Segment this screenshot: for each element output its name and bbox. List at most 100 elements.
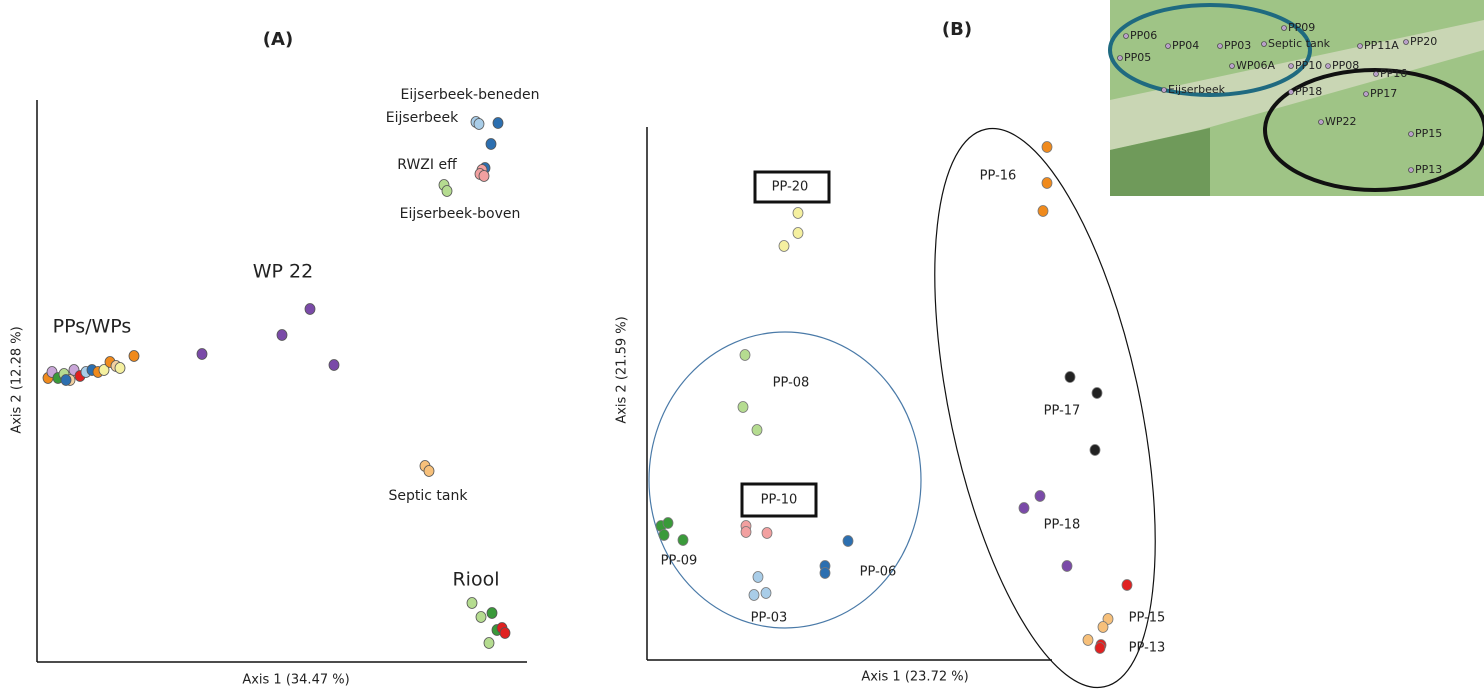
sample-point bbox=[197, 349, 207, 360]
sample-point bbox=[474, 119, 484, 130]
cluster-label: Septic tank bbox=[389, 488, 469, 504]
map-site bbox=[1364, 92, 1369, 97]
sample-point bbox=[843, 536, 853, 547]
sample-label: PP-03 bbox=[751, 611, 788, 626]
sample-label: PP-13 bbox=[1129, 641, 1166, 656]
y-axis-label: Axis 2 (12.28 %) bbox=[10, 326, 25, 433]
sample-point bbox=[738, 402, 748, 413]
sample-point bbox=[1038, 206, 1048, 217]
map-label: WP06A bbox=[1236, 59, 1276, 72]
map-label: PP18 bbox=[1295, 85, 1322, 98]
sample-point bbox=[793, 208, 803, 219]
sample-point bbox=[761, 588, 771, 599]
figure: (A) Axis 1 (34.47 %) Axis 2 (12.28 %) (B… bbox=[0, 0, 1484, 689]
x-axis-label: Axis 1 (23.72 %) bbox=[861, 670, 968, 685]
map-site bbox=[1230, 64, 1235, 69]
sample-point bbox=[442, 186, 452, 197]
sample-label: PP-17 bbox=[1044, 404, 1081, 419]
map-label: WP22 bbox=[1325, 115, 1357, 128]
sample-point bbox=[484, 638, 494, 649]
y-axis-label: Axis 2 (21.59 %) bbox=[615, 316, 630, 423]
sample-point bbox=[678, 535, 688, 546]
map-label: PP08 bbox=[1332, 59, 1359, 72]
map-site bbox=[1262, 42, 1267, 47]
sample-point bbox=[329, 360, 339, 371]
sample-point bbox=[749, 590, 759, 601]
sample-point bbox=[467, 598, 477, 609]
map-label: PP17 bbox=[1370, 87, 1397, 100]
panel-title: (B) bbox=[942, 19, 972, 40]
sample-point bbox=[486, 139, 496, 150]
sample-point bbox=[1019, 503, 1029, 514]
sample-label: PP-20 bbox=[772, 180, 809, 195]
sample-point bbox=[793, 228, 803, 239]
map-label: PP15 bbox=[1415, 127, 1442, 140]
cluster-label: Eijserbeek bbox=[386, 110, 459, 126]
map-label: PP16 bbox=[1380, 67, 1407, 80]
sample-label: PP-18 bbox=[1044, 518, 1081, 533]
map-label: PP03 bbox=[1224, 39, 1251, 52]
sample-point bbox=[305, 304, 315, 315]
cluster-label: WP 22 bbox=[253, 261, 313, 283]
sample-label: PP-09 bbox=[661, 554, 698, 569]
sample-label: PP-06 bbox=[860, 565, 897, 580]
map-site bbox=[1319, 120, 1324, 125]
sample-point bbox=[115, 363, 125, 374]
sample-label: PP-15 bbox=[1129, 611, 1166, 626]
map-site bbox=[1289, 90, 1294, 95]
sample-point bbox=[1042, 178, 1052, 189]
panel-title: (A) bbox=[263, 29, 293, 50]
map-label: PP10 bbox=[1295, 59, 1322, 72]
map-site bbox=[1162, 88, 1167, 93]
cluster-ellipse bbox=[893, 109, 1197, 689]
sample-point bbox=[820, 568, 830, 579]
sample-point bbox=[1090, 445, 1100, 456]
map-site bbox=[1374, 72, 1379, 77]
sample-point bbox=[752, 425, 762, 436]
sample-point bbox=[476, 612, 486, 623]
x-axis-label: Axis 1 (34.47 %) bbox=[242, 673, 349, 688]
sample-point bbox=[762, 528, 772, 539]
sample-point bbox=[1122, 580, 1132, 591]
map-site bbox=[1166, 44, 1171, 49]
cluster-label: Eijserbeek-boven bbox=[400, 206, 521, 222]
map-label: PP06 bbox=[1130, 29, 1157, 42]
map-site bbox=[1326, 64, 1331, 69]
map-site bbox=[1282, 26, 1287, 31]
sample-point bbox=[1062, 561, 1072, 572]
map-label: PP09 bbox=[1288, 21, 1315, 34]
sample-point bbox=[61, 375, 71, 386]
cluster-label: Eijserbeek-beneden bbox=[401, 87, 540, 103]
cluster-label: PPs/WPs bbox=[53, 316, 132, 338]
sample-point bbox=[479, 171, 489, 182]
cluster-label: Riool bbox=[452, 569, 499, 591]
sample-point bbox=[659, 530, 669, 541]
sample-label: PP-16 bbox=[980, 169, 1017, 184]
sample-point bbox=[1092, 388, 1102, 399]
sample-point bbox=[1083, 635, 1093, 646]
sample-point bbox=[487, 608, 497, 619]
sample-point bbox=[740, 350, 750, 361]
sample-label: PP-10 bbox=[761, 493, 798, 508]
sample-point bbox=[1098, 622, 1108, 633]
sample-point bbox=[277, 330, 287, 341]
map-label: Septic tank bbox=[1268, 37, 1331, 50]
map-site bbox=[1289, 64, 1294, 69]
map-label: PP05 bbox=[1124, 51, 1151, 64]
map-site bbox=[1218, 44, 1223, 49]
map-site bbox=[1124, 34, 1129, 39]
map-site bbox=[1409, 132, 1414, 137]
sample-point bbox=[663, 518, 673, 529]
sample-point bbox=[741, 527, 751, 538]
map-label: Eijserbeek bbox=[1168, 83, 1226, 96]
sample-label: PP-08 bbox=[773, 376, 810, 391]
map-site bbox=[1118, 56, 1123, 61]
map-label: PP04 bbox=[1172, 39, 1199, 52]
sample-point bbox=[500, 628, 510, 639]
sample-point bbox=[1065, 372, 1075, 383]
sample-point bbox=[493, 118, 503, 129]
sample-point bbox=[1042, 142, 1052, 153]
map-label: PP13 bbox=[1415, 163, 1442, 176]
sample-point bbox=[753, 572, 763, 583]
sample-point bbox=[1095, 643, 1105, 654]
